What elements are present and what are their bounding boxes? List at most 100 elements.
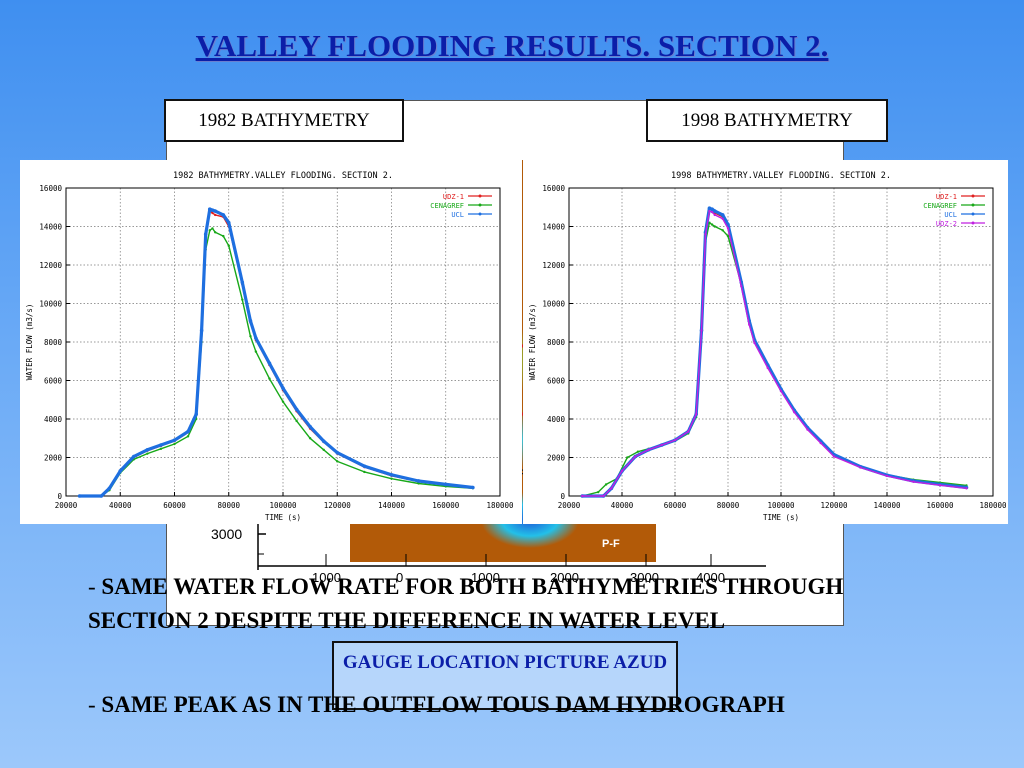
data-point-udz-2 [819, 441, 822, 445]
legend-label-cenagref: CENAGREF [430, 202, 464, 210]
x-tick-label: 160000 [432, 501, 460, 510]
data-point-ucl [213, 209, 217, 213]
data-point-udz-2 [885, 474, 889, 478]
bullet-1: - SAME WATER FLOW RATE FOR BOTH BATHYMET… [88, 570, 888, 638]
data-point-ucl [416, 479, 421, 483]
legend-marker-cenagref [971, 203, 975, 207]
data-point-ucl [159, 443, 163, 447]
data-point-cenagref [173, 442, 176, 446]
bullet-1-text: SAME WATER FLOW RATE FOR BOTH BATHYMETRI… [88, 574, 844, 633]
data-point-ucl [221, 213, 226, 217]
data-point-cenagref [626, 456, 629, 459]
data-point-cenagref [713, 225, 716, 228]
data-point-udz-2 [660, 443, 663, 447]
data-point-ucl [471, 485, 475, 490]
data-point-ucl [77, 494, 82, 498]
data-point-ucl [99, 494, 104, 498]
slide-title: VALLEY FLOODING RESULTS. SECTION 2. [195, 28, 829, 63]
label-1998-bathymetry: 1998 BATHYMETRY [646, 99, 888, 142]
bg-y-tick: 3000 [211, 526, 242, 542]
x-axis-label: TIME (s) [763, 513, 799, 522]
data-point-cenagref [390, 477, 393, 480]
data-point-ucl [118, 469, 123, 473]
data-point-cenagref [363, 470, 366, 474]
legend-label-ucl: UCL [451, 211, 464, 219]
data-point-cenagref [308, 437, 312, 440]
data-point-ucl [321, 439, 326, 443]
data-point-ucl [107, 486, 112, 491]
data-point-ucl [186, 429, 190, 434]
data-point-udz-2 [620, 469, 624, 473]
data-point-cenagref [417, 482, 420, 485]
data-point-ucl [145, 448, 150, 452]
legend-label-ucl: UCL [944, 211, 957, 219]
data-point-udz-1 [211, 211, 214, 215]
chart-title: 1982 BATHYMETRY.VALLEY FLOODING. SECTION… [173, 171, 393, 181]
data-point-ucl [240, 280, 245, 285]
legend-marker-udz-1 [971, 194, 975, 198]
data-point-udz-2 [710, 210, 714, 214]
data-point-cenagref [295, 419, 298, 423]
data-point-udz-2 [938, 484, 942, 487]
data-point-udz-2 [832, 455, 836, 458]
data-point-ucl [172, 438, 177, 442]
series-line-ucl [582, 206, 967, 498]
data-point-udz-2 [859, 466, 862, 469]
data-point-ucl [281, 386, 285, 390]
y-tick-label: 6000 [44, 377, 63, 386]
y-tick-label: 2000 [547, 454, 566, 463]
data-point-udz-2 [647, 448, 650, 451]
bullet-2-text: SAME PEAK AS IN THE OUTFLOW TOUS DAM HYD… [101, 692, 785, 717]
data-point-udz-2 [581, 494, 584, 498]
bullet-2-dash: - [88, 692, 96, 717]
x-tick-label: 60000 [664, 501, 687, 510]
x-tick-label: 180000 [979, 501, 1007, 510]
chart-1998-svg: 1998 BATHYMETRY.VALLEY FLOODING. SECTION… [528, 171, 1007, 522]
x-tick-label: 20000 [558, 501, 581, 510]
x-tick-label: 80000 [217, 501, 240, 510]
x-tick-label: 160000 [926, 501, 954, 510]
data-point-cenagref [249, 335, 252, 338]
data-point-cenagref [721, 229, 724, 232]
data-point-cenagref [146, 452, 149, 455]
background-axis-fragment: 3000 1000 0 1000 2000 3000 4000 [211, 510, 766, 585]
data-point-ucl [199, 328, 204, 333]
chart-1998: 1998 BATHYMETRY.VALLEY FLOODING. SECTION… [523, 160, 1008, 524]
data-point-cenagref [636, 450, 640, 453]
data-point-cenagref [213, 231, 217, 234]
data-point-udz-2 [721, 217, 724, 220]
chart-1982-svg: 1982 BATHYMETRY.VALLEY FLOODING. SECTION… [25, 171, 514, 522]
y-axis-label: WATER FLOW (m3/s) [25, 304, 34, 381]
legend-marker-udz-2 [971, 221, 975, 225]
legend-label-udz-1: UDZ-1 [936, 193, 957, 201]
data-point-udz-2 [602, 494, 605, 498]
data-point-cenagref [604, 483, 608, 486]
x-tick-label: 140000 [873, 501, 901, 510]
data-point-ucl [210, 208, 215, 212]
x-tick-label: 140000 [378, 501, 406, 510]
y-tick-label: 4000 [547, 415, 566, 424]
data-point-ucl [308, 424, 312, 429]
bullet-1-dash: - [88, 574, 96, 599]
data-point-cenagref [726, 234, 730, 238]
data-point-cenagref [241, 298, 244, 301]
data-point-cenagref [222, 234, 225, 238]
legend-marker-ucl [971, 212, 975, 216]
data-point-udz-2 [726, 227, 730, 230]
x-tick-label: 180000 [486, 501, 514, 510]
data-point-udz-2 [713, 213, 716, 217]
x-tick-label: 60000 [163, 501, 186, 510]
y-tick-label: 4000 [44, 415, 63, 424]
x-tick-label: 120000 [820, 501, 848, 510]
data-point-cenagref [596, 490, 600, 494]
x-tick-label: 100000 [269, 501, 297, 510]
y-tick-label: 10000 [39, 300, 62, 309]
y-tick-label: 14000 [39, 223, 62, 232]
data-point-ucl [226, 220, 231, 225]
data-point-cenagref [211, 227, 214, 230]
data-point-udz-2 [704, 233, 707, 236]
data-point-cenagref [268, 377, 271, 380]
data-point-ucl [389, 473, 394, 477]
data-point-udz-2 [793, 411, 796, 414]
data-point-ucl [710, 207, 714, 211]
